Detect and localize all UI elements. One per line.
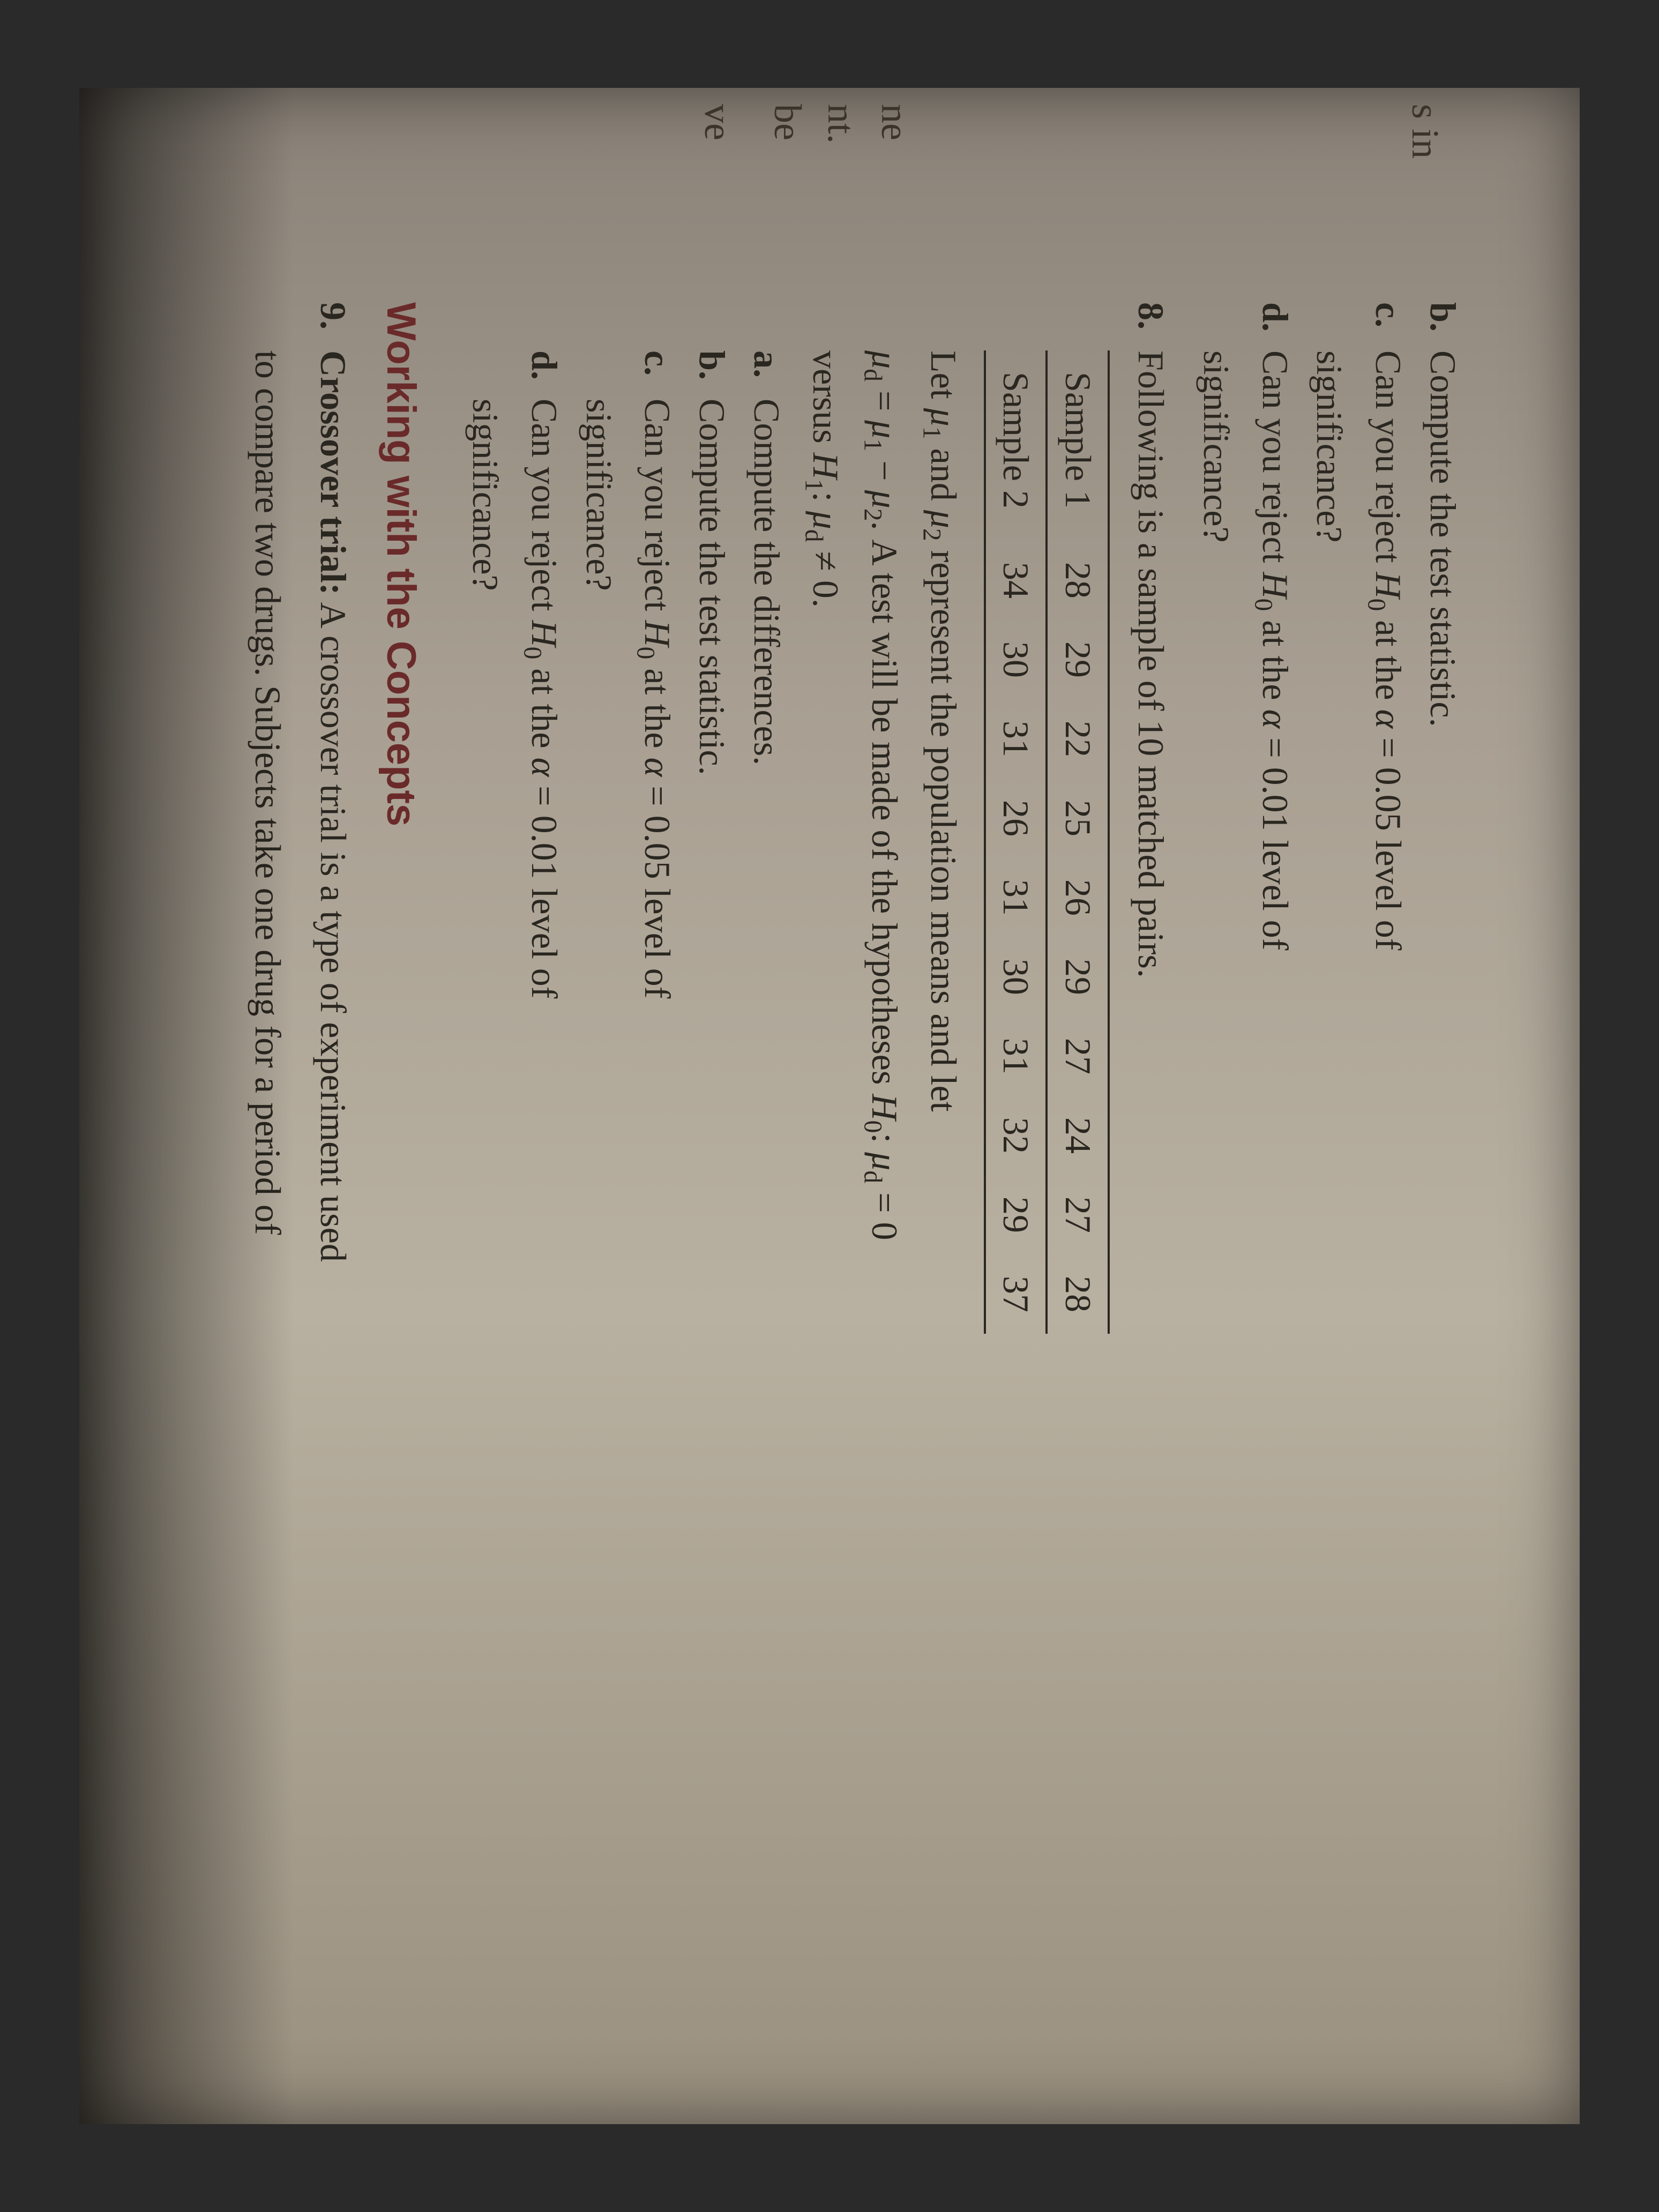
table-cell: 29: [1047, 937, 1109, 1017]
subitem-label: c.: [633, 350, 682, 376]
problem-8-intro: Following is a sample of 10 matched pair…: [1131, 350, 1171, 978]
table-row: Sample 234303126313031322937: [985, 350, 1047, 1334]
subitem-label: b.: [1418, 302, 1467, 332]
table-cell: 26: [985, 779, 1047, 858]
table-cell: 31: [985, 699, 1047, 779]
table-cell: 28: [1047, 541, 1109, 620]
problem-8-subitems: a.Compute the differences.b.Compute the …: [460, 350, 791, 2071]
problem-number: 8.: [1126, 302, 1175, 330]
margin-fragment: s in: [1399, 104, 1451, 159]
subitem-label: d.: [1250, 302, 1299, 332]
table-row: Sample 128292225262927242728: [1047, 350, 1109, 1334]
table-cell: 34: [985, 541, 1047, 620]
table-cell: 37: [985, 1254, 1047, 1334]
subitem: significance?: [460, 350, 510, 2071]
margin-fragment: ve: [692, 104, 744, 140]
table-cell: 22: [1047, 699, 1109, 779]
table-cell: 29: [1047, 620, 1109, 699]
subitem: b.Compute the test statistic.: [1418, 302, 1467, 2071]
table-cell: 30: [985, 620, 1047, 699]
table-cell: 31: [985, 858, 1047, 937]
table-cell: 26: [1047, 858, 1109, 937]
subitem: d.Can you reject H0 at the α = 0.01 leve…: [1246, 302, 1299, 2071]
margin-fragment: ne: [869, 104, 921, 140]
subitem: significance?: [1305, 302, 1354, 2071]
table-cell: 27: [1047, 1175, 1109, 1254]
problem-9: 9. Crossover trial: A crossover trial is…: [308, 302, 357, 2071]
table-cell: 29: [985, 1175, 1047, 1254]
table-cell: 28: [1047, 1254, 1109, 1334]
subitem-label: b.: [687, 350, 736, 380]
table-cell: 31: [985, 1017, 1047, 1096]
margin-fragment: nt.: [815, 104, 867, 144]
section-heading: Working with the Concepts: [373, 302, 429, 2071]
page-shadow: [79, 88, 294, 2124]
versus-line: versus H1: μd ≠ 0.: [796, 302, 850, 2071]
matched-pairs-table: Sample 128292225262927242728 Sample 2343…: [984, 350, 1110, 1334]
table-cell: 32: [985, 1096, 1047, 1175]
subitem: significance?: [1191, 302, 1240, 2071]
subitem: c.Can you reject H0 at the α = 0.05 leve…: [629, 350, 682, 2071]
problem-9-line1: Crossover trial: A crossover trial is a …: [313, 350, 354, 1262]
row-header: Sample 2: [985, 350, 1047, 541]
row-header: Sample 1: [1047, 350, 1109, 541]
let-line: Let μ1 and μ2 represent the population m…: [914, 302, 968, 2071]
table-cell: 24: [1047, 1096, 1109, 1175]
subitem-label: d.: [519, 350, 569, 380]
mu-line: μd = μ1 − μ2. A test will be made of the…: [855, 302, 909, 2071]
prev-problem-subitems: b.Compute the test statistic.c.Can you r…: [1191, 302, 1467, 2071]
table-cell: 25: [1047, 779, 1109, 858]
table-cell: 30: [985, 937, 1047, 1017]
subitem: d.Can you reject H0 at the α = 0.01 leve…: [515, 350, 569, 2071]
subitem-label: a.: [742, 350, 791, 378]
subitem-label: c.: [1363, 302, 1413, 327]
subitem: a.Compute the differences.: [742, 350, 791, 2071]
problem-number: 9.: [308, 302, 357, 330]
table-cell: 27: [1047, 1017, 1109, 1096]
subitem: b.Compute the test statistic.: [687, 350, 736, 2071]
subitem: significance?: [574, 350, 623, 2071]
subitem: c.Can you reject H0 at the α = 0.05 leve…: [1359, 302, 1413, 2071]
problem-8: 8. Following is a sample of 10 matched p…: [1126, 302, 1175, 2071]
margin-fragment: be: [761, 104, 813, 140]
textbook-page: s in nent.beve b.Compute the test statist…: [79, 88, 1580, 2124]
